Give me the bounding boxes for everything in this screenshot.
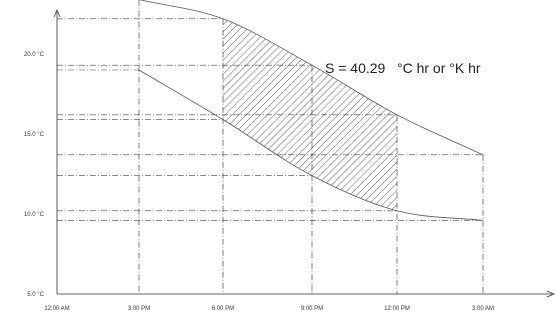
y-tick-label: 10.0 °C: [24, 212, 45, 218]
series-1-line: [138, 0, 484, 156]
x-tick-label: 6:00 PM: [212, 306, 234, 312]
series-2-line: [138, 69, 484, 221]
x-tick-labels: 12:00 AM 3:00 PM 6:00 PM 9:00 PM 12:00 PM 3:0…: [44, 306, 494, 312]
x-tick-label: 3:00 AM: [472, 306, 494, 312]
y-tick-label: 15.0 °C: [24, 132, 45, 138]
x-tick-label: 12:00 PM: [384, 306, 410, 312]
y-tick-label: 5.0 °C: [27, 292, 44, 298]
y-tick-label: 20.0 °C: [24, 52, 45, 58]
shaded-area: [223, 18, 397, 211]
series-lines: [57, 0, 484, 221]
x-tick-label: 3:00 PM: [128, 306, 150, 312]
x-axis-arrow-icon: [546, 290, 556, 298]
y-axis-arrow-icon: [53, 8, 61, 18]
chart-annotation: S = 40.29 °C hr or °K hr: [325, 60, 481, 76]
x-tick-label: 9:00 PM: [301, 306, 323, 312]
x-tick-label: 12:00 AM: [44, 306, 69, 312]
y-tick-labels: 5.0 °C 10.0 °C 15.0 °C 20.0 °C: [24, 52, 45, 298]
